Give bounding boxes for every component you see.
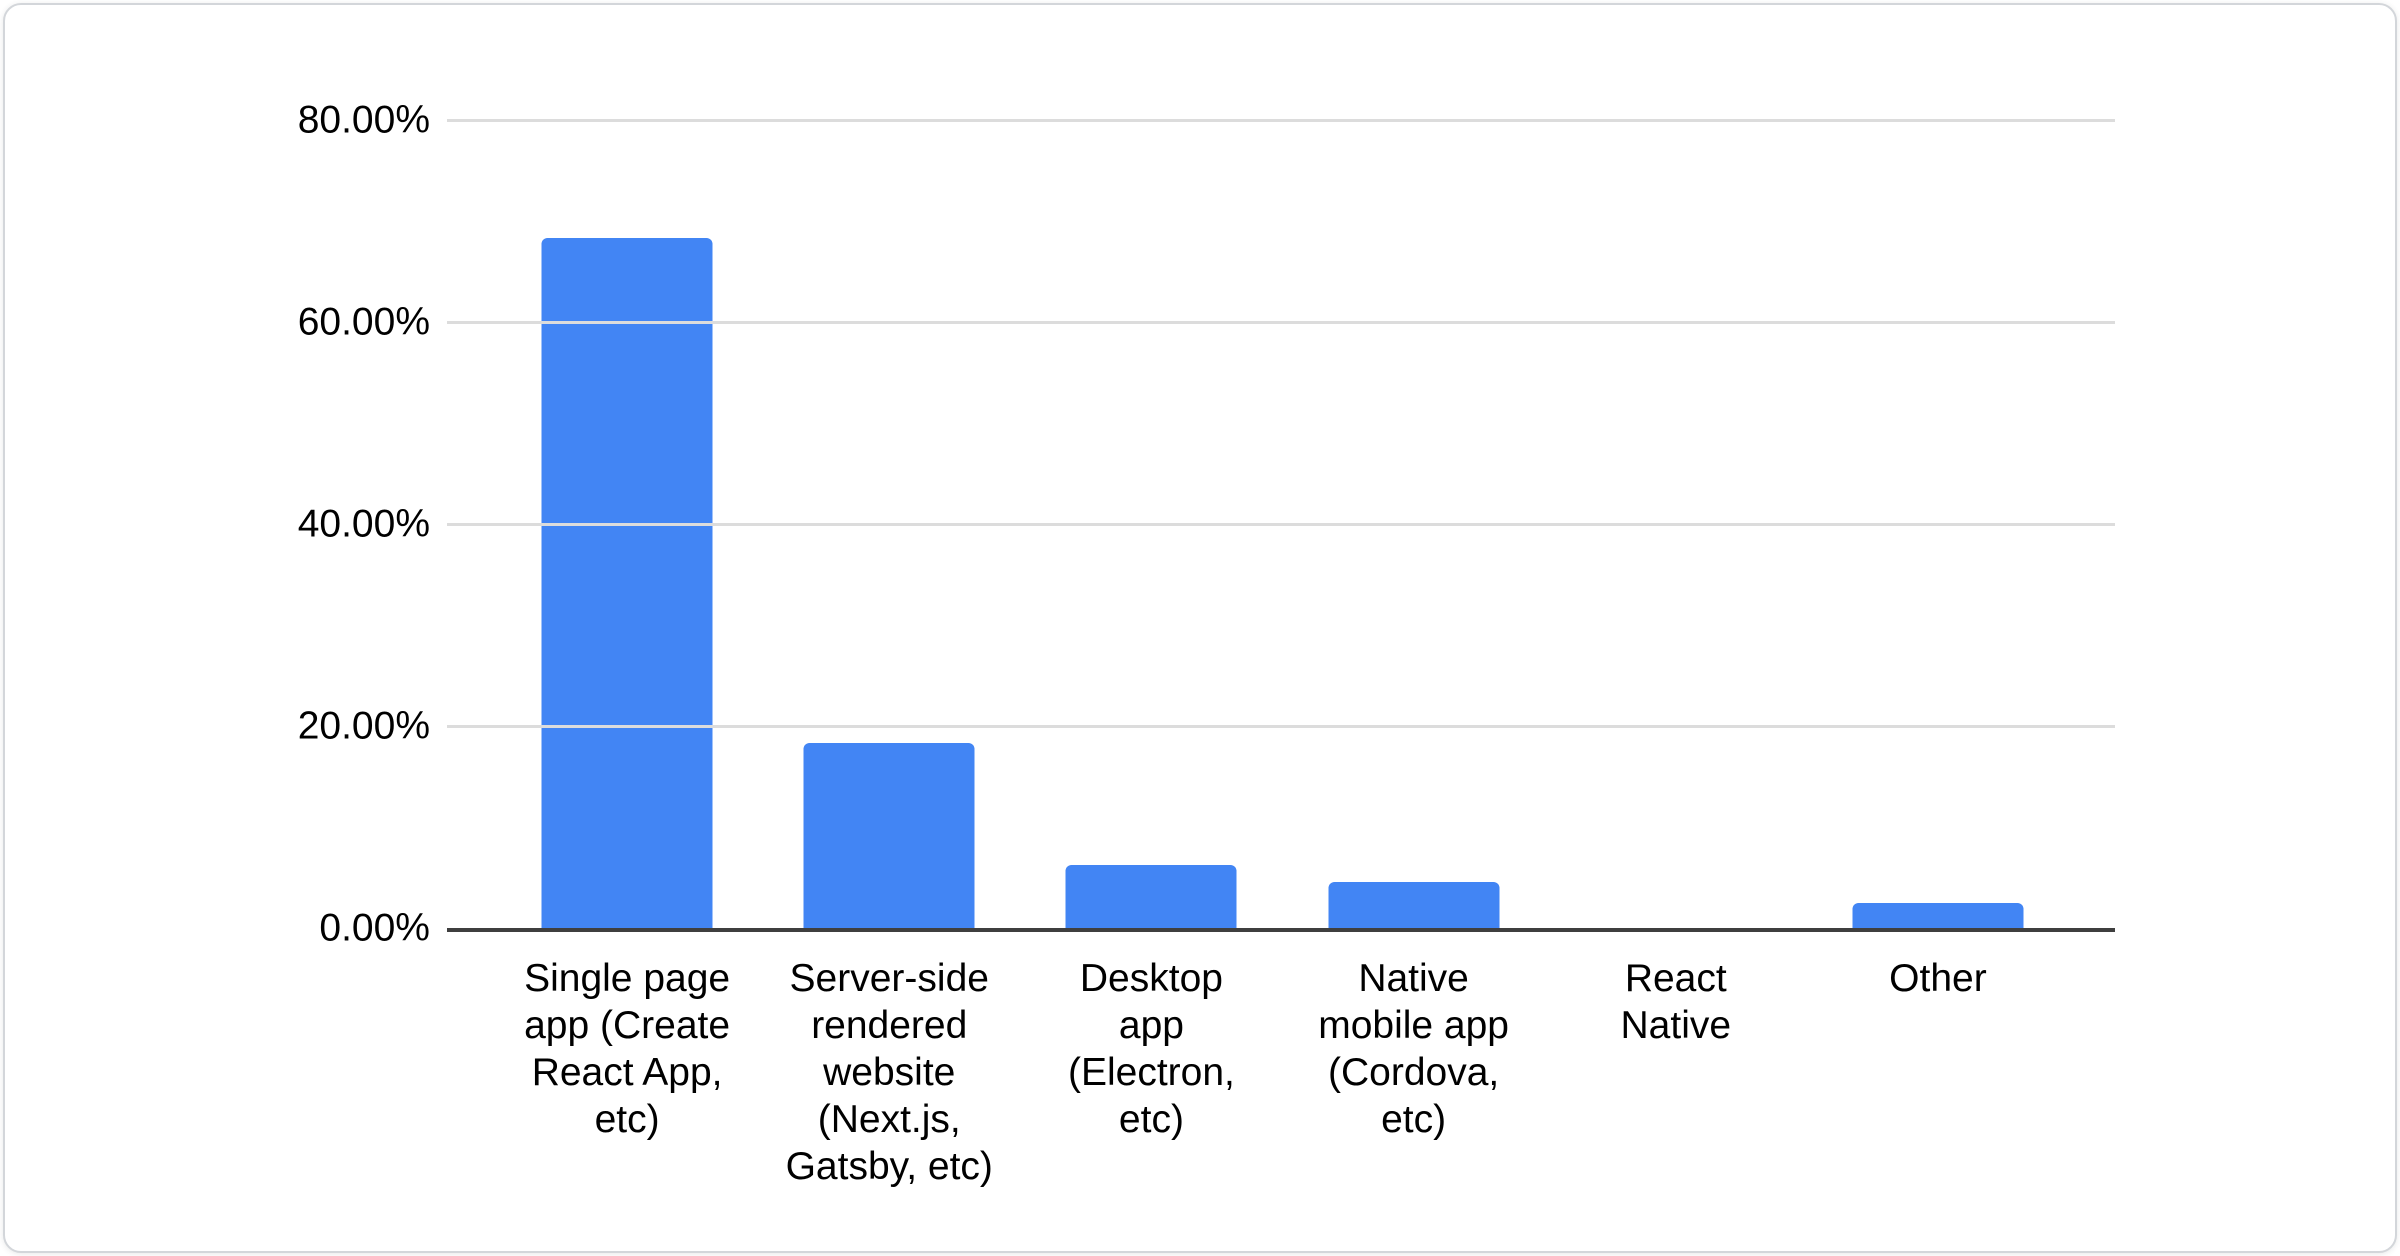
x-category-label-1: Server-side rendered website (Next.js, G… — [785, 957, 993, 1188]
bar-column-0 — [496, 120, 758, 928]
gridline-60 — [447, 321, 2115, 324]
bar-3[interactable] — [1328, 881, 1500, 928]
bar-column-1 — [758, 120, 1020, 928]
x-category-label-3: Native mobile app (Cordova, etc) — [1318, 957, 1509, 1141]
gridline-20 — [447, 725, 2115, 728]
bar-0[interactable] — [541, 238, 713, 928]
bar-1[interactable] — [803, 743, 975, 928]
bar-2[interactable] — [1065, 865, 1237, 928]
y-tick-label-80: 80.00% — [297, 98, 430, 142]
chart-card: 0.00% 20.00% 40.00% 60.00% 80.00% Single pag… — [3, 3, 2397, 1253]
bar-column-2 — [1020, 120, 1282, 928]
x-category-label-5: Other — [1889, 957, 1987, 1000]
gridline-80 — [447, 119, 2115, 122]
bar-5[interactable] — [1852, 902, 2024, 928]
bar-column-3 — [1283, 120, 1545, 928]
x-category-label-4: React Native — [1620, 957, 1732, 1047]
y-tick-label-20: 20.00% — [297, 704, 430, 748]
x-category-label-0: Single page app (Create React App, etc) — [524, 957, 731, 1141]
x-category-label-2: Desktop app (Electron, etc) — [1067, 957, 1235, 1141]
y-tick-label-60: 60.00% — [297, 300, 430, 344]
y-tick-label-40: 40.00% — [297, 502, 430, 546]
bar-column-5 — [1807, 120, 2069, 928]
plot-area — [447, 119, 2115, 932]
gridline-40 — [447, 523, 2115, 526]
y-tick-label-0: 0.00% — [319, 906, 430, 950]
y-axis: 0.00% 20.00% 40.00% 60.00% 80.00% — [5, 101, 430, 948]
bars-band — [496, 120, 2069, 928]
x-axis: Single page app (Create React App, etc) S… — [496, 955, 2069, 1190]
bar-chart: 0.00% 20.00% 40.00% 60.00% 80.00% Single pag… — [5, 5, 2395, 1251]
